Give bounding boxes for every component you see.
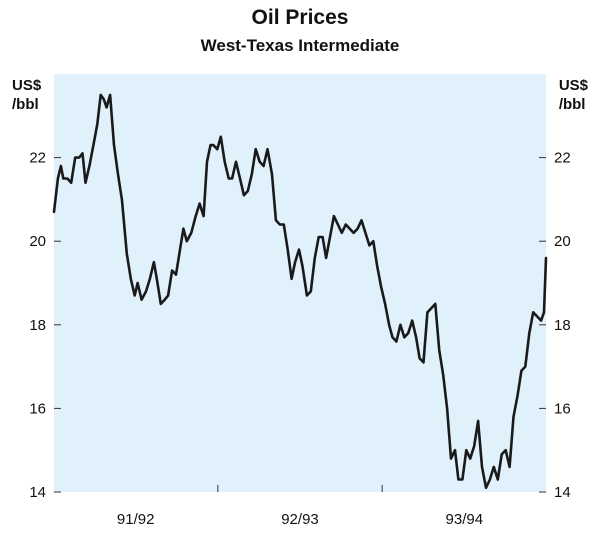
series-line [52,93,548,490]
plot-area [54,74,546,492]
y-tick-label-left: 14 [29,484,46,501]
y-unit-left-currency: US$ [12,77,42,94]
y-unit-left-per: /bbl [12,96,39,113]
chart-title: Oil Prices [251,6,349,29]
y-axis-unit-left: US$ /bbl [12,76,41,114]
y-unit-right-currency: US$ [558,77,588,94]
x-tick-label: 92/93 [281,511,319,528]
x-tick-label: 93/94 [446,511,484,528]
y-tick-label-right: 22 [554,150,571,167]
y-axis-unit-right: US$ /bbl [559,76,588,114]
x-tick-label: 91/92 [117,511,155,528]
y-tick-label-right: 14 [554,484,571,501]
y-tick-label-left: 20 [29,233,46,250]
y-unit-right-per: /bbl [558,96,586,113]
y-tick-label-right: 20 [554,233,571,250]
y-tick-label-left: 16 [29,400,46,417]
chart-subtitle: West-Texas Intermediate [200,36,400,55]
y-tick-label-left: 22 [29,150,46,167]
y-tick-label-left: 18 [29,317,46,334]
y-tick-label-right: 16 [554,400,571,417]
y-tick-label-right: 18 [554,317,571,334]
